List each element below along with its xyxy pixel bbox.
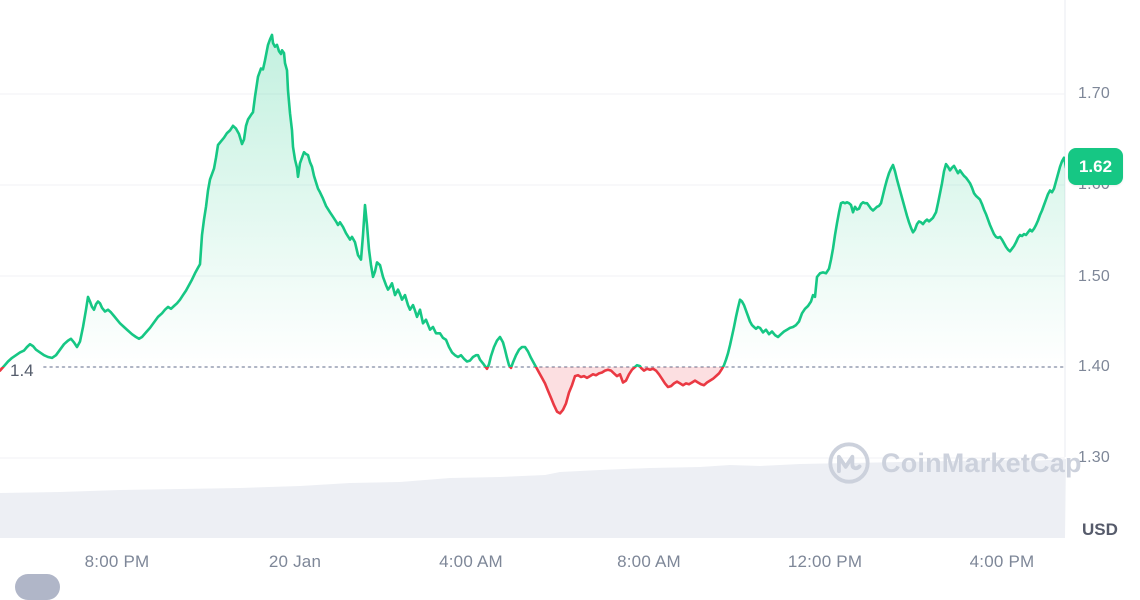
y-axis-unit-label: USD xyxy=(1082,520,1118,539)
x-axis-tick-8pm: 8:00 PM xyxy=(84,552,150,571)
navigator-handle[interactable] xyxy=(15,574,60,600)
price-series-above-baseline xyxy=(0,33,1065,367)
price-series-below-baseline xyxy=(0,367,1065,415)
x-axis-tick-8am: 8:00 AM xyxy=(617,552,681,571)
last-price-badge: 1.62 xyxy=(1068,148,1123,185)
watermark: CoinMarketCap xyxy=(826,440,1082,486)
y-axis-tick-1-50: 1.50 xyxy=(1078,268,1110,285)
navigator-mini-chart[interactable] xyxy=(0,459,1066,538)
x-axis-tick-20jan: 20 Jan xyxy=(268,552,322,571)
x-axis-tick-4pm: 4:00 PM xyxy=(969,552,1035,571)
x-axis-tick-12pm: 12:00 PM xyxy=(787,552,863,571)
coinmarketcap-logo-icon xyxy=(828,442,870,484)
y-axis-tick-1-70: 1.70 xyxy=(1078,85,1110,102)
x-axis-tick-4am: 4:00 AM xyxy=(439,552,503,571)
y-axis-tick-1-40: 1.40 xyxy=(1078,358,1110,375)
baseline-price-label: 1.4 xyxy=(10,361,34,380)
y-axis-tick-1-30: 1.30 xyxy=(1078,449,1110,466)
watermark-label: CoinMarketCap xyxy=(881,447,1082,478)
price-chart-canvas[interactable] xyxy=(0,0,1140,585)
